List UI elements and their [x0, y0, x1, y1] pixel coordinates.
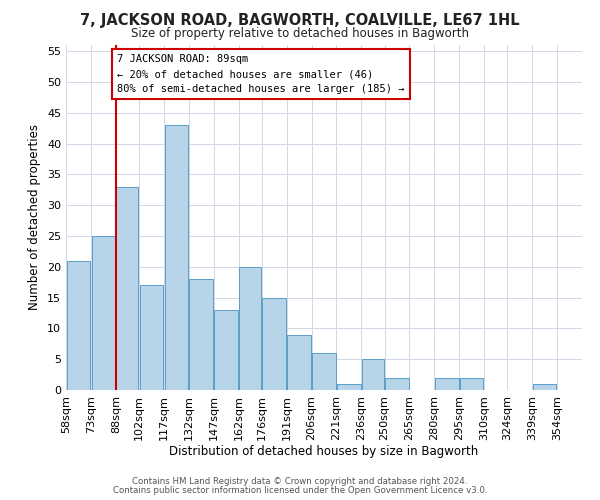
Text: 7 JACKSON ROAD: 89sqm
← 20% of detached houses are smaller (46)
80% of semi-deta: 7 JACKSON ROAD: 89sqm ← 20% of detached …: [118, 54, 405, 94]
Text: Contains HM Land Registry data © Crown copyright and database right 2024.: Contains HM Land Registry data © Crown c…: [132, 477, 468, 486]
Y-axis label: Number of detached properties: Number of detached properties: [28, 124, 41, 310]
Text: 7, JACKSON ROAD, BAGWORTH, COALVILLE, LE67 1HL: 7, JACKSON ROAD, BAGWORTH, COALVILLE, LE…: [80, 12, 520, 28]
Bar: [140, 286, 163, 390]
Bar: [460, 378, 484, 390]
Text: Size of property relative to detached houses in Bagworth: Size of property relative to detached ho…: [131, 28, 469, 40]
Bar: [362, 359, 384, 390]
Bar: [312, 353, 336, 390]
Bar: [385, 378, 409, 390]
Bar: [262, 298, 286, 390]
Bar: [533, 384, 556, 390]
Bar: [92, 236, 115, 390]
Bar: [239, 267, 261, 390]
Text: Contains public sector information licensed under the Open Government Licence v3: Contains public sector information licen…: [113, 486, 487, 495]
Bar: [164, 125, 188, 390]
Bar: [214, 310, 238, 390]
Bar: [337, 384, 361, 390]
Bar: [116, 186, 139, 390]
Bar: [190, 279, 213, 390]
X-axis label: Distribution of detached houses by size in Bagworth: Distribution of detached houses by size …: [169, 446, 479, 458]
Bar: [287, 334, 311, 390]
Bar: [67, 260, 90, 390]
Bar: [435, 378, 458, 390]
